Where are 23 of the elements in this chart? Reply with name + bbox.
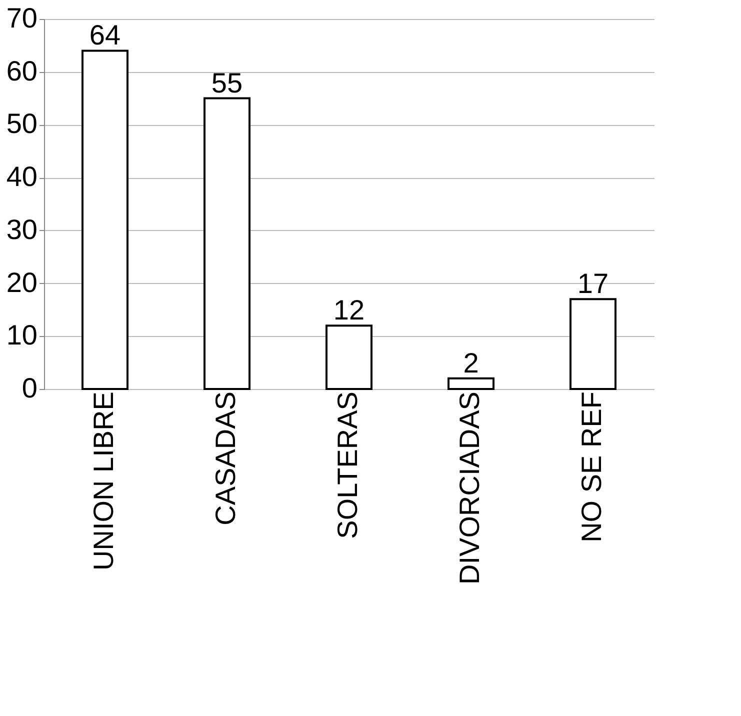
bar <box>204 97 250 390</box>
x-tick-label: DIVORCIADAS <box>454 392 485 584</box>
data-label: 12 <box>333 294 365 326</box>
y-tick-label: 0 <box>22 372 38 404</box>
data-label: 2 <box>463 347 479 378</box>
bar <box>448 377 494 390</box>
bar <box>82 50 128 390</box>
bar <box>570 298 616 390</box>
bar <box>326 324 372 390</box>
data-label: 55 <box>211 67 243 98</box>
y-tick-label: 60 <box>6 55 38 86</box>
y-tick-label: 20 <box>6 266 38 298</box>
x-tick-label: SOLTERAS <box>332 392 363 539</box>
data-label: 17 <box>577 268 609 300</box>
y-tick-label: 50 <box>6 108 38 140</box>
x-tick-label: UNION LIBRE <box>88 392 119 570</box>
x-tick-label: CASADAS <box>210 392 241 526</box>
data-label: 64 <box>89 20 121 51</box>
x-tick-label: NO SE REF <box>576 392 607 542</box>
y-tick-label: 70 <box>6 2 38 34</box>
y-tick-label: 40 <box>6 161 38 192</box>
y-tick-label: 30 <box>6 214 38 245</box>
y-tick-label: 10 <box>6 320 38 351</box>
